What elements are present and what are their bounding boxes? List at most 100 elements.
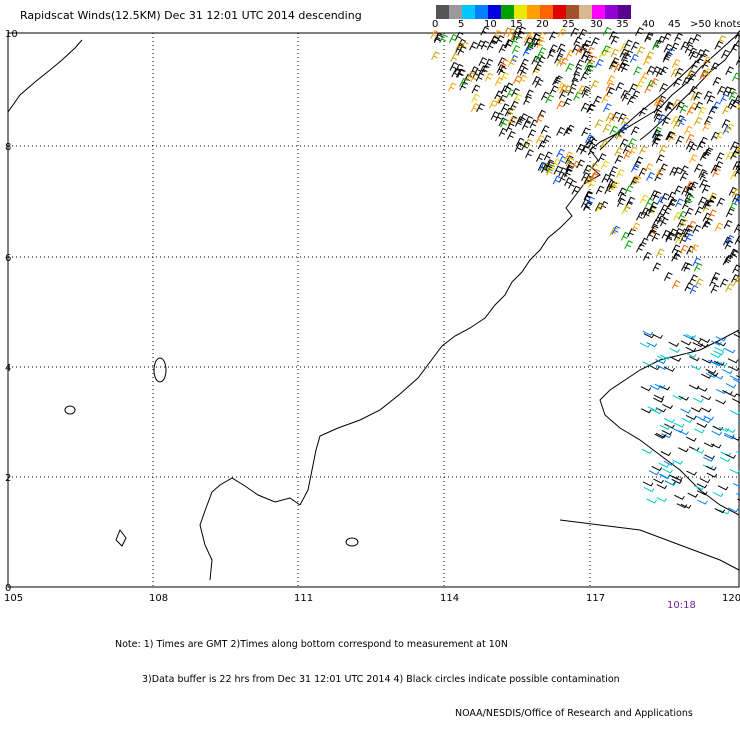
wind-barb bbox=[471, 93, 480, 103]
belitung-island bbox=[345, 537, 359, 547]
wind-barb bbox=[617, 193, 627, 203]
wind-barb bbox=[447, 82, 457, 92]
map-title: Rapidscat Winds(12.5KM) Dec 31 12:01 UTC… bbox=[20, 9, 362, 22]
lon-tick-label: 120 bbox=[722, 593, 740, 604]
wind-barb bbox=[672, 98, 682, 108]
wind-barb bbox=[715, 341, 727, 347]
wind-barb bbox=[640, 207, 650, 217]
wind-barb bbox=[685, 414, 697, 421]
colorbar-segment bbox=[553, 5, 566, 19]
wind-barb bbox=[581, 85, 590, 95]
wind-barb bbox=[730, 141, 739, 151]
colorbar-segment bbox=[527, 5, 540, 19]
wind-barb bbox=[509, 100, 519, 110]
wind-barb bbox=[621, 205, 631, 215]
wind-barb bbox=[630, 176, 639, 186]
wind-barb bbox=[709, 277, 718, 287]
wind-barb bbox=[653, 394, 665, 400]
wind-barb bbox=[449, 33, 458, 43]
wind-barb bbox=[725, 123, 735, 133]
wind-barb bbox=[725, 66, 734, 76]
wind-barb bbox=[673, 77, 682, 87]
wind-barb bbox=[548, 31, 558, 41]
wind-barb bbox=[669, 347, 681, 353]
wind-barb bbox=[586, 196, 595, 206]
wind-barb bbox=[649, 365, 660, 371]
wind-barb bbox=[708, 105, 718, 115]
wind-barb bbox=[670, 356, 682, 362]
wind-barb bbox=[507, 57, 517, 67]
wind-barb bbox=[640, 386, 652, 392]
colorbar-segment bbox=[618, 5, 631, 19]
wind-barb bbox=[454, 31, 464, 41]
wind-barb bbox=[513, 93, 523, 103]
wind-barb bbox=[540, 164, 550, 173]
wind-barb bbox=[630, 126, 640, 136]
wind-barb bbox=[665, 480, 677, 487]
wind-barb bbox=[703, 456, 714, 462]
colorbar-segment bbox=[462, 5, 475, 19]
wind-barb bbox=[500, 103, 510, 113]
wind-barb bbox=[642, 481, 654, 487]
scale-label: 35 bbox=[616, 19, 629, 30]
wind-barb bbox=[648, 470, 660, 476]
wind-barb bbox=[645, 51, 654, 61]
wind-barb bbox=[690, 337, 702, 343]
wind-barb bbox=[727, 87, 736, 97]
wind-barb bbox=[706, 472, 718, 478]
wind-barb bbox=[649, 385, 661, 391]
wind-barb bbox=[616, 168, 625, 178]
wind-barb bbox=[693, 262, 703, 272]
wind-barb bbox=[457, 68, 466, 78]
wind-barb bbox=[430, 29, 440, 39]
wind-barb bbox=[684, 282, 694, 292]
wind-barb bbox=[702, 56, 712, 66]
wind-barb bbox=[589, 172, 598, 182]
wind-barb bbox=[603, 103, 612, 113]
lat-tick-label: 10 bbox=[5, 29, 18, 40]
wind-barb bbox=[724, 432, 735, 439]
wind-barb bbox=[457, 45, 467, 55]
wind-barb bbox=[609, 125, 619, 135]
wind-barb bbox=[531, 33, 540, 43]
wind-barb bbox=[600, 160, 610, 170]
wind-barb bbox=[488, 99, 498, 109]
wind-barb bbox=[548, 44, 558, 54]
wind-barb bbox=[585, 134, 594, 144]
colorbar-segment bbox=[592, 5, 605, 19]
wind-barb bbox=[639, 145, 648, 155]
wind-barb bbox=[557, 155, 567, 165]
wind-barb bbox=[644, 33, 653, 43]
wind-barb bbox=[715, 399, 727, 405]
wind-barb bbox=[733, 333, 740, 338]
wind-barb bbox=[519, 66, 529, 76]
wind-barb bbox=[728, 202, 738, 212]
wind-barb bbox=[680, 408, 691, 414]
wind-barb bbox=[556, 57, 565, 67]
wind-barb bbox=[646, 498, 657, 504]
wind-barb bbox=[680, 503, 692, 509]
wind-barb bbox=[710, 353, 721, 359]
wind-barb bbox=[476, 40, 485, 50]
wind-barb bbox=[617, 187, 627, 197]
wind-barb bbox=[671, 252, 680, 262]
wind-barb bbox=[459, 77, 468, 87]
wind-barb bbox=[688, 143, 698, 153]
wind-barb bbox=[718, 426, 730, 432]
wind-barb bbox=[730, 150, 739, 160]
wind-barb bbox=[642, 361, 654, 367]
wind-barb bbox=[723, 219, 733, 229]
wind-barb bbox=[711, 340, 722, 346]
wind-barb bbox=[728, 91, 738, 100]
wind-barb bbox=[534, 78, 544, 88]
wind-barb bbox=[700, 49, 710, 58]
wind-barb bbox=[619, 48, 629, 58]
wind-barb bbox=[517, 26, 526, 36]
wind-barb bbox=[712, 491, 724, 498]
wind-barb bbox=[581, 127, 590, 137]
wind-barb bbox=[680, 41, 690, 51]
wind-barb bbox=[556, 100, 566, 110]
wind-barb bbox=[608, 114, 618, 124]
wind-barb bbox=[658, 144, 668, 154]
wind-barb bbox=[675, 234, 684, 244]
